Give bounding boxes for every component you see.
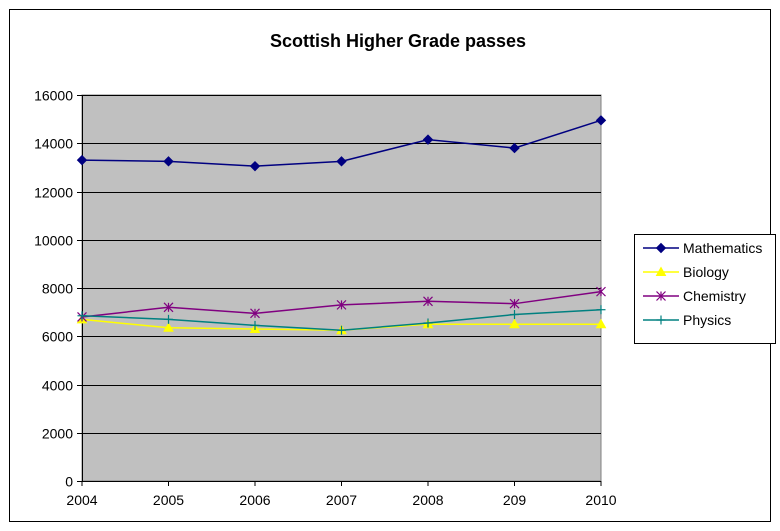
legend-item-physics: Physics (643, 312, 731, 328)
y-tick-label: 4000 (42, 378, 73, 394)
data-point (250, 308, 260, 319)
data-point (164, 314, 173, 324)
series-layer (76, 115, 607, 335)
legend-label: Mathematics (683, 240, 762, 256)
series-physics (77, 305, 606, 335)
data-point (423, 296, 433, 307)
data-point (656, 291, 666, 301)
legend-item-mathematics: Mathematics (643, 240, 762, 256)
grid-lines (82, 95, 601, 434)
data-point (655, 242, 667, 254)
y-tick-label: 12000 (34, 185, 73, 201)
legend-item-biology: Biology (643, 264, 729, 280)
axes: 0 2000 4000 6000 8000 10000 12000 14000 16000 200… (34, 88, 617, 509)
x-tick-label: 2005 (153, 492, 184, 508)
legend-label: Biology (683, 264, 729, 280)
data-point (77, 311, 87, 321)
y-tick-label: 0 (65, 474, 73, 490)
data-point (510, 310, 519, 320)
x-tick-label: 2004 (66, 492, 97, 508)
data-point (163, 156, 174, 167)
x-tick-label: 2008 (412, 492, 443, 508)
y-tick-label: 14000 (34, 136, 73, 152)
y-tick-label: 2000 (42, 426, 73, 442)
data-point (423, 318, 433, 328)
series-mathematics (76, 115, 607, 172)
data-point (337, 325, 346, 335)
data-point (509, 318, 520, 329)
legend-label: Chemistry (683, 288, 746, 304)
x-tick-label: 209 (503, 492, 527, 508)
y-tick-label: 6000 (42, 329, 73, 345)
y-tick-label: 8000 (42, 281, 73, 297)
y-tick-label: 10000 (34, 233, 73, 249)
data-point (163, 322, 174, 332)
x-tick-label: 2010 (585, 492, 616, 508)
data-point (163, 302, 174, 313)
series-chemistry (77, 286, 606, 322)
legend-label: Physics (683, 312, 731, 328)
data-point (509, 298, 520, 309)
legend-item-chemistry: Chemistry (643, 288, 746, 304)
data-point (595, 318, 607, 329)
data-point (336, 299, 347, 310)
data-point (422, 134, 434, 145)
data-point (596, 305, 606, 315)
data-point (595, 115, 607, 126)
data-point (596, 286, 606, 297)
chart-title: Scottish Higher Grade passes (270, 31, 526, 51)
data-point (250, 320, 260, 330)
legend-box (634, 234, 776, 344)
legend: Mathematics Biology Chemistry Physics (643, 240, 762, 328)
data-point (656, 315, 666, 325)
data-point (249, 160, 261, 172)
x-tick-label: 2006 (239, 492, 270, 508)
data-point (509, 142, 520, 154)
data-point (76, 154, 88, 166)
x-tick-label: 2007 (326, 492, 357, 508)
y-tick-label: 16000 (34, 88, 73, 104)
data-point (655, 266, 667, 276)
data-point (336, 156, 347, 167)
